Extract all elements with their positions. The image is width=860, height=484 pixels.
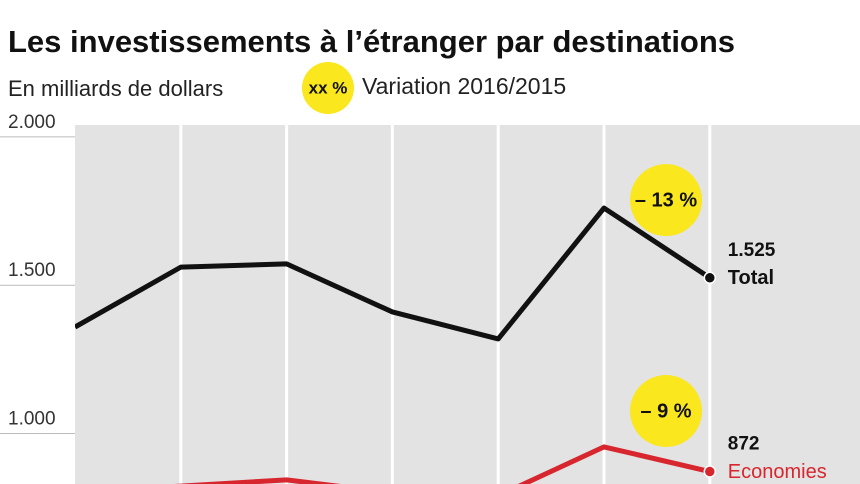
value-label: 1.525 — [728, 240, 776, 261]
plot-background — [75, 125, 860, 484]
series-name: Economies — [728, 461, 827, 483]
lines — [75, 205, 712, 484]
legend-marker-label: xx % — [309, 78, 348, 97]
end-point — [703, 271, 717, 285]
legend-label: Variation 2016/2015 — [362, 73, 566, 99]
end-point — [703, 465, 717, 478]
legend-marker — [302, 62, 354, 114]
grid — [0, 125, 712, 484]
y-tick-label: 1.000 — [8, 409, 56, 430]
y-tick-label: 1.500 — [8, 260, 56, 281]
change-label: – 9 % — [640, 400, 691, 422]
change-label: – 13 % — [635, 189, 697, 211]
change-bubble — [630, 375, 702, 447]
series-line — [174, 444, 711, 484]
series-name: Total — [728, 267, 774, 289]
change-bubble — [630, 164, 702, 237]
chart-title: Les investissements à l’étranger par des… — [8, 24, 735, 59]
series-line — [75, 205, 712, 342]
chart-subtitle: En milliards de dollars — [8, 76, 223, 101]
value-label: 872 — [728, 434, 760, 455]
y-tick-label: 2.000 — [8, 112, 56, 133]
